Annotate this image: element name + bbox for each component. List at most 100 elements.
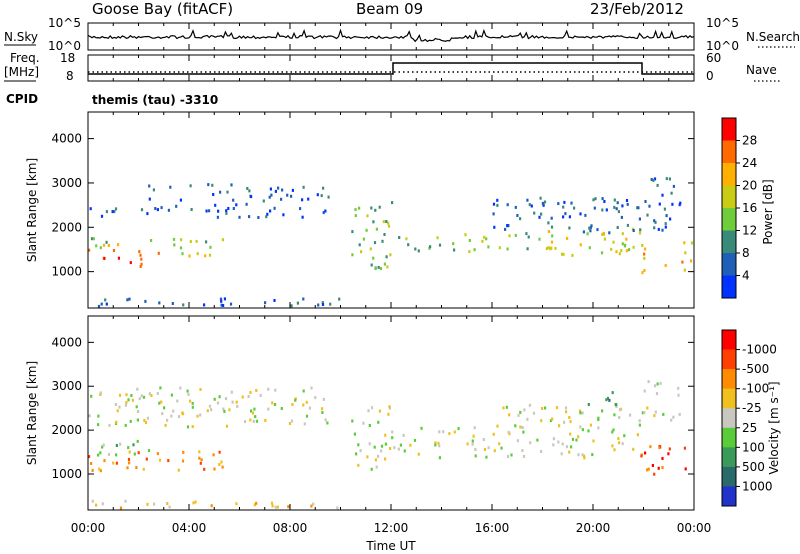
scatter-cell [146, 212, 149, 216]
scatter-cell [582, 230, 585, 234]
colorbar-tick-label: 25 [742, 421, 757, 435]
scatter-cell [544, 406, 547, 410]
scatter-cell [322, 211, 325, 215]
scatter-cell [690, 241, 694, 245]
scatter-cell [212, 193, 215, 196]
scatter-cell [97, 414, 100, 418]
scatter-cell [569, 432, 572, 436]
scatter-cell [351, 230, 354, 234]
scatter-cell [678, 203, 681, 207]
scatter-cell [519, 410, 522, 414]
scatter-cell [329, 302, 332, 306]
scatter-cell [636, 206, 639, 210]
scatter-cell [305, 400, 308, 404]
scatter-cell [596, 228, 599, 232]
scatter-cell [583, 454, 586, 458]
scatter-cell [589, 423, 592, 427]
scatter-cell [262, 199, 265, 203]
scatter-cell [159, 386, 162, 390]
scatter-cell [526, 417, 529, 421]
scatter-cell [157, 251, 160, 255]
scatter-cell [655, 392, 659, 396]
scatter-cell [661, 466, 664, 469]
scatter-cell [661, 457, 664, 460]
scatter-cell [644, 451, 647, 455]
scatter-cell [651, 464, 654, 467]
scatter-cell [257, 216, 260, 219]
scatter-cell [391, 430, 394, 434]
scatter-cell [377, 266, 380, 269]
scatter-cell [321, 411, 324, 414]
scatter-cell [199, 461, 202, 465]
scatter-cell [312, 502, 315, 506]
scatter-cell [420, 426, 423, 430]
x-tick-label: 08:00 [273, 521, 308, 535]
scatter-cell [140, 257, 143, 261]
scatter-cell [182, 450, 185, 454]
scatter-cell [249, 418, 252, 422]
scatter-cell [379, 267, 383, 271]
scatter-cell [492, 432, 495, 436]
y-tick-label: 3000 [51, 176, 82, 190]
y-tick-label: 2000 [51, 220, 82, 234]
scatter-cell [316, 193, 319, 197]
scatter-cell [113, 210, 116, 214]
scatter-cell [107, 453, 111, 456]
scatter-cell [588, 246, 591, 250]
scatter-cell [204, 254, 207, 258]
scatter-cell [291, 188, 294, 192]
scatter-cell [643, 269, 646, 272]
scatter-cell [137, 451, 140, 455]
scatter-cell [671, 202, 674, 206]
scatter-cell [95, 503, 98, 507]
scatter-cell [641, 271, 644, 275]
scatter-cell [384, 433, 387, 437]
power-y-ticks: 1000 2000 3000 4000 [51, 132, 694, 279]
scatter-cell [150, 394, 153, 397]
scatter-cell [659, 381, 662, 385]
scatter-cell [131, 398, 134, 402]
scatter-cell [301, 215, 304, 219]
scatter-cell [210, 408, 213, 412]
scatter-cell [268, 195, 271, 199]
scatter-cell [250, 409, 253, 413]
scatter-cell [493, 449, 496, 453]
scatter-cell [282, 213, 285, 217]
scatter-cell [653, 472, 656, 476]
scatter-cell [225, 424, 229, 428]
scatter-cell [549, 419, 553, 423]
scatter-cell [194, 500, 197, 504]
scatter-cell [519, 217, 522, 221]
scatter-cell [196, 252, 199, 256]
scatter-cell [474, 454, 477, 458]
scatter-cell [452, 242, 455, 246]
scatter-cell [147, 449, 151, 453]
scatter-cell [654, 220, 657, 224]
scatter-cell [581, 411, 584, 415]
scatter-cell [189, 399, 192, 403]
scatter-cell [385, 220, 388, 223]
x-tick-label: 04:00 [172, 521, 207, 535]
scatter-cell [632, 447, 635, 451]
scatter-cell [661, 228, 664, 232]
scatter-cell [222, 407, 225, 411]
scatter-cell [188, 254, 191, 258]
scatter-cell [643, 389, 646, 393]
scatter-cell [124, 423, 127, 427]
scatter-cell [199, 388, 202, 391]
scatter-cell [551, 417, 554, 421]
scatter-cell [160, 206, 163, 210]
scatter-cell [466, 442, 469, 446]
scatter-cell [383, 233, 386, 236]
scatter-cell [153, 502, 156, 506]
scatter-cell [402, 433, 405, 437]
scatter-cell [169, 185, 172, 189]
scatter-cell [220, 460, 223, 464]
scatter-cell [135, 466, 138, 469]
scatter-cell [280, 197, 283, 201]
scatter-cell [561, 442, 564, 446]
scatter-cell [271, 401, 274, 405]
scatter-cell [213, 467, 216, 471]
scatter-cell [296, 301, 299, 305]
x-tick-label: 00:00 [677, 521, 712, 535]
